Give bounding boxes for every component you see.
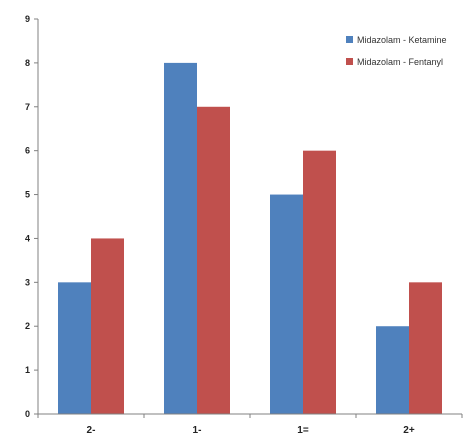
legend: Midazolam - Ketamine Midazolam - Fentanyl: [346, 35, 447, 67]
y-tick-label: 9: [25, 14, 30, 24]
legend-swatch: [346, 36, 353, 43]
y-tick-label: 1: [25, 365, 30, 375]
legend-swatch: [346, 58, 353, 65]
y-tick-label: 0: [25, 409, 30, 419]
legend-label: Midazolam - Ketamine: [357, 35, 447, 45]
y-tick-labels: 0 1 2 3 4 5 6 7 8 9: [25, 14, 30, 419]
y-tick-label: 3: [25, 277, 30, 287]
axes-group: [34, 18, 463, 418]
x-tick-label: 2-: [87, 425, 96, 436]
bar: [164, 62, 197, 415]
x-tick-label: 1-: [193, 425, 202, 436]
y-tick-label: 8: [25, 58, 30, 68]
bar: [303, 150, 336, 414]
y-tick-label: 4: [25, 233, 30, 243]
x-tick-label: 2+: [403, 425, 415, 436]
bar: [409, 282, 442, 414]
x-tick-label: 1=: [297, 425, 309, 436]
bars-group: [58, 62, 442, 415]
bar: [376, 326, 409, 414]
bar: [91, 238, 124, 414]
y-tick-label: 7: [25, 102, 30, 112]
bar: [270, 194, 303, 414]
y-tick-label: 6: [25, 146, 30, 156]
bar: [197, 106, 230, 415]
y-tick-label: 2: [25, 321, 30, 331]
x-tick-labels: 2- 1- 1= 2+: [87, 425, 415, 436]
y-tick-label: 5: [25, 190, 30, 200]
bar: [58, 282, 91, 414]
legend-label: Midazolam - Fentanyl: [357, 57, 443, 67]
